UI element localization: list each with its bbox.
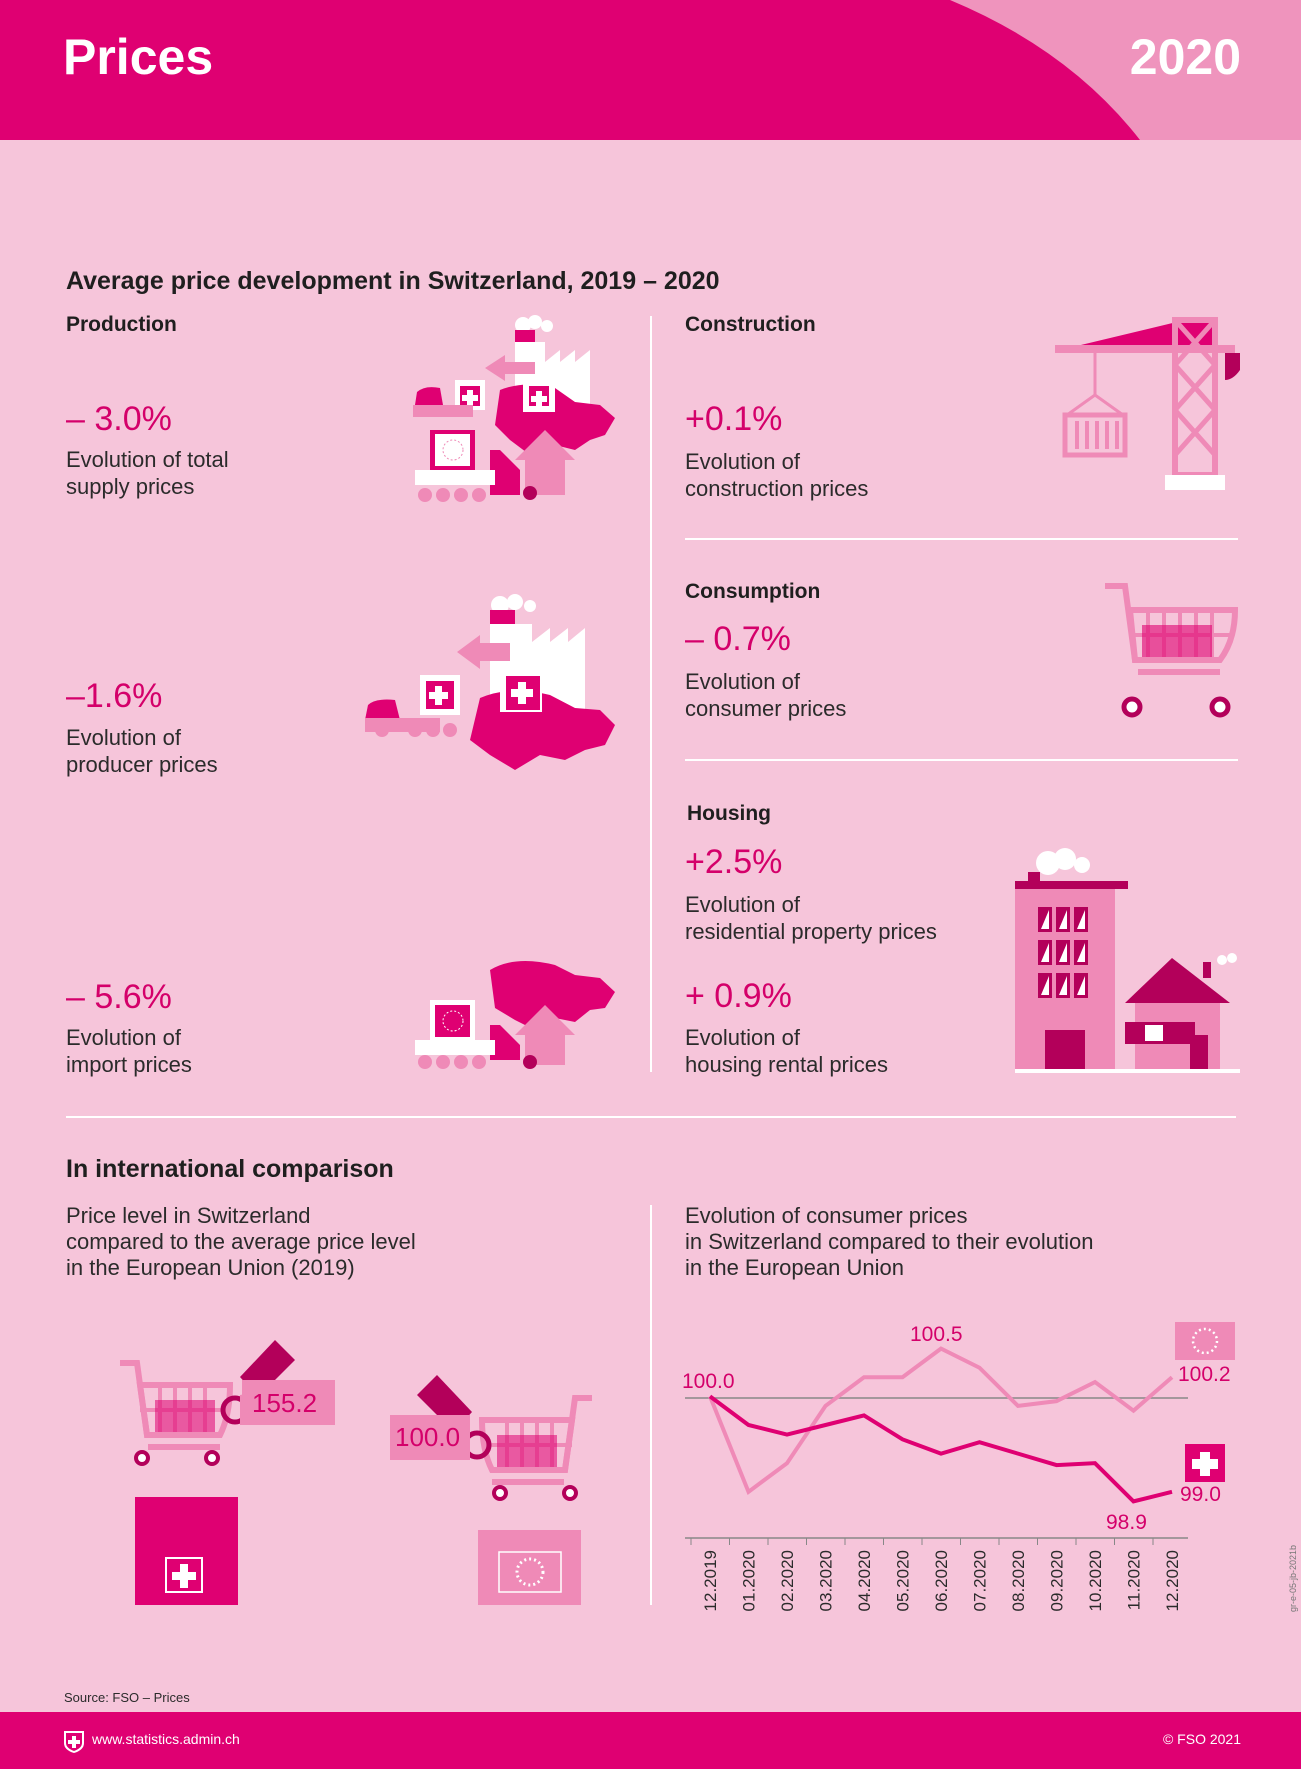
x-tick-label: 02.2020: [778, 1550, 797, 1611]
x-tick-label: 12.2019: [701, 1550, 720, 1611]
import-illustration: [415, 961, 615, 1069]
divider-section: [66, 1116, 1236, 1118]
label-start: 100.0: [682, 1370, 735, 1393]
divider-construction: [685, 538, 1238, 540]
total-supply-value: – 3.0%: [66, 400, 172, 438]
x-tick-label: 09.2020: [1048, 1550, 1067, 1611]
residential-label: Evolution of residential property prices: [685, 892, 937, 944]
website-link[interactable]: www.statistics.admin.ch: [92, 1731, 240, 1747]
x-tick-labels: 12.2019 01.2020 02.2020 03.2020 04.2020 05.20…: [701, 1550, 1182, 1611]
x-tick-label: 12.2020: [1163, 1550, 1182, 1611]
eu-cart-icon: [390, 1375, 592, 1501]
eu-series-line: [708, 1346, 1174, 1495]
cpi-evolution-subtitle: Evolution of consumer prices in Switzerla…: [685, 1203, 1094, 1280]
consumer-value: – 0.7%: [685, 620, 791, 658]
housing-heading: Housing: [687, 802, 771, 825]
price-level-subtitle: Price level in Switzerland compared to th…: [66, 1203, 416, 1280]
construction-heading: Construction: [685, 313, 816, 336]
total-supply-label: Evolution of total supply prices: [66, 447, 229, 499]
copyright: © FSO 2021: [1162, 1731, 1241, 1747]
x-tick-label: 11.2020: [1125, 1550, 1144, 1610]
cpi-line-chart: 12.2019 01.2020 02.2020 03.2020 04.2020 05.20…: [682, 1322, 1235, 1611]
swiss-flag-icon: [135, 1497, 238, 1605]
label-ch-end: 99.0: [1180, 1483, 1221, 1506]
rental-value: + 0.9%: [685, 977, 792, 1015]
x-tick-label: 05.2020: [894, 1550, 913, 1611]
consumption-heading: Consumption: [685, 580, 821, 603]
vertical-divider: [650, 316, 652, 1072]
vertical-divider-2: [650, 1205, 652, 1605]
label-ch-min: 98.9: [1106, 1511, 1147, 1534]
switzerland-cart-icon: [120, 1340, 335, 1466]
page-year: 2020: [1129, 29, 1241, 85]
section-title-international: In international comparison: [66, 1155, 394, 1183]
producer-illustration: [365, 594, 615, 770]
import-value: – 5.6%: [66, 978, 172, 1016]
x-tick-label: 08.2020: [1009, 1550, 1028, 1611]
rental-label: Evolution of housing rental prices: [685, 1025, 889, 1077]
divider-consumption: [685, 759, 1238, 761]
x-ticks: [690, 1538, 1154, 1545]
legend-swiss-flag-icon: [1185, 1444, 1225, 1482]
source-note: Source: FSO – Prices: [64, 1690, 190, 1705]
consumer-label: Evolution of consumer prices: [685, 669, 847, 721]
crane-icon: [1055, 317, 1240, 490]
page-title: Prices: [63, 29, 214, 85]
switzerland-price-level: 155.2: [252, 1388, 318, 1418]
shopping-cart-icon: [1105, 583, 1239, 718]
residential-value: +2.5%: [685, 843, 783, 881]
graphic-code: gr-e-05-jb-2021b: [1288, 1545, 1298, 1613]
label-eu-end: 100.2: [1178, 1363, 1231, 1386]
supply-illustration: [413, 315, 615, 502]
swiss-shield-icon: [64, 1731, 84, 1753]
construction-label: Evolution of construction prices: [685, 449, 869, 501]
eu-price-level: 100.0: [395, 1422, 461, 1452]
import-label: Evolution of import prices: [66, 1025, 192, 1077]
x-tick-label: 06.2020: [932, 1550, 951, 1611]
header-decoration: [950, 0, 1301, 140]
switzerland-series-line: [708, 1394, 1173, 1504]
label-eu-peak: 100.5: [910, 1323, 963, 1346]
legend-eu-flag-icon: [1175, 1322, 1235, 1360]
producer-value: –1.6%: [66, 677, 163, 715]
production-heading: Production: [66, 313, 177, 336]
construction-value: +0.1%: [685, 400, 783, 438]
eu-flag-icon: [478, 1530, 581, 1605]
x-tick-label: 03.2020: [817, 1550, 836, 1611]
x-tick-label: 10.2020: [1086, 1550, 1105, 1611]
section-title-average-price: Average price development in Switzerland…: [66, 267, 720, 295]
footer-bar: [0, 1712, 1301, 1769]
producer-label: Evolution of producer prices: [66, 725, 218, 777]
housing-illustration: [1015, 848, 1240, 1073]
x-tick-label: 04.2020: [855, 1550, 874, 1611]
x-tick-label: 07.2020: [971, 1550, 990, 1611]
x-tick-label: 01.2020: [740, 1550, 759, 1611]
